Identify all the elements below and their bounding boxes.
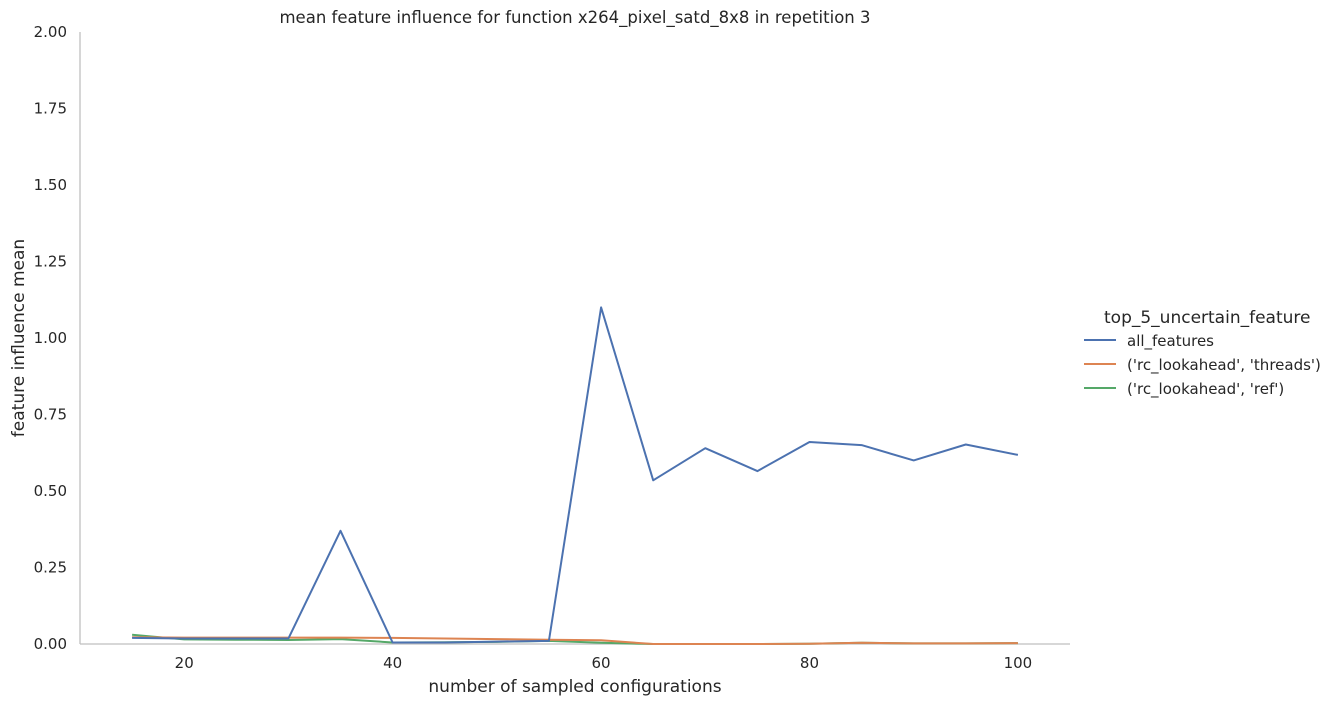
series-line <box>132 306 1019 644</box>
chart-title: mean feature influence for function x264… <box>279 8 870 28</box>
y-tick-label: 0.00 <box>34 635 67 653</box>
series-lines <box>132 306 1019 645</box>
x-tick-label: 20 <box>175 654 194 672</box>
legend-title: top_5_uncertain_feature <box>1104 308 1310 328</box>
legend-entry: ('rc_lookahead', 'threads') <box>1127 356 1321 375</box>
y-tick-label: 2.00 <box>34 23 67 41</box>
y-tick-label: 0.50 <box>34 482 67 500</box>
x-tick-label: 100 <box>1004 654 1033 672</box>
legend-entry: ('rc_lookahead', 'ref') <box>1127 380 1284 399</box>
y-tick-label: 0.75 <box>34 406 67 424</box>
y-tick-label: 0.25 <box>34 559 67 577</box>
x-axis-label: number of sampled configurations <box>428 677 721 697</box>
y-tick-label: 1.25 <box>34 253 67 271</box>
y-axis-label: feature influence mean <box>9 239 29 437</box>
x-tick-label: 40 <box>383 654 402 672</box>
x-tick-label: 80 <box>800 654 819 672</box>
y-tick-label: 1.75 <box>34 100 67 118</box>
y-tick-label: 1.00 <box>34 329 67 347</box>
x-tick-label: 60 <box>592 654 611 672</box>
axes <box>79 32 1070 645</box>
legend: top_5_uncertain_feature all_features ('rc… <box>1084 308 1321 399</box>
x-tick-labels: 20 40 60 80 100 <box>175 654 1033 672</box>
y-tick-labels: 0.00 0.25 0.50 0.75 1.00 1.25 1.50 1.75 2.00 <box>34 23 67 653</box>
y-tick-label: 1.50 <box>34 176 67 194</box>
legend-entry: all_features <box>1127 332 1214 351</box>
